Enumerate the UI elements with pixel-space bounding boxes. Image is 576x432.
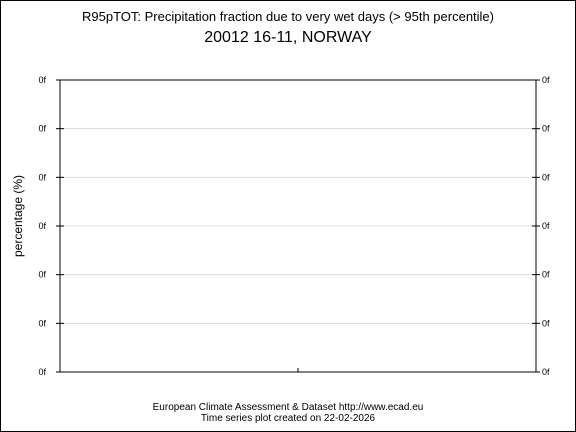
y-tick-label-right: 0f [542, 318, 550, 328]
axis-ticks [56, 79, 540, 373]
y-tick-label-left: 0f [38, 124, 46, 134]
y-tick-label-right: 0f [542, 75, 550, 85]
y-tick-label-right: 0f [542, 367, 550, 377]
y-tick-label-right: 0f [542, 124, 550, 134]
y-tick-label-right: 0f [542, 221, 550, 231]
chart-title: R95pTOT: Precipitation fraction due to v… [82, 9, 494, 24]
y-tick-labels-left: 0f 0f 0f 0f 0f 0f 0f [38, 75, 46, 377]
footer-created: Time series plot created on 22-02-2026 [201, 413, 376, 424]
chart-subtitle: 20012 16-11, NORWAY [204, 29, 372, 46]
grid-lines [60, 128, 536, 324]
y-tick-labels-right: 0f 0f 0f 0f 0f 0f 0f [542, 75, 550, 377]
y-tick-label-left: 0f [38, 318, 46, 328]
y-tick-label-right: 0f [542, 172, 550, 182]
y-tick-label-left: 0f [38, 270, 46, 280]
y-tick-label-left: 0f [38, 221, 46, 231]
y-tick-label-right: 0f [542, 270, 550, 280]
y-tick-label-left: 0f [38, 367, 46, 377]
y-axis-label: percentage (%) [11, 175, 25, 257]
footer-credit: European Climate Assessment & Dataset ht… [153, 402, 424, 413]
y-tick-label-left: 0f [38, 172, 46, 182]
y-tick-label-left: 0f [38, 75, 46, 85]
